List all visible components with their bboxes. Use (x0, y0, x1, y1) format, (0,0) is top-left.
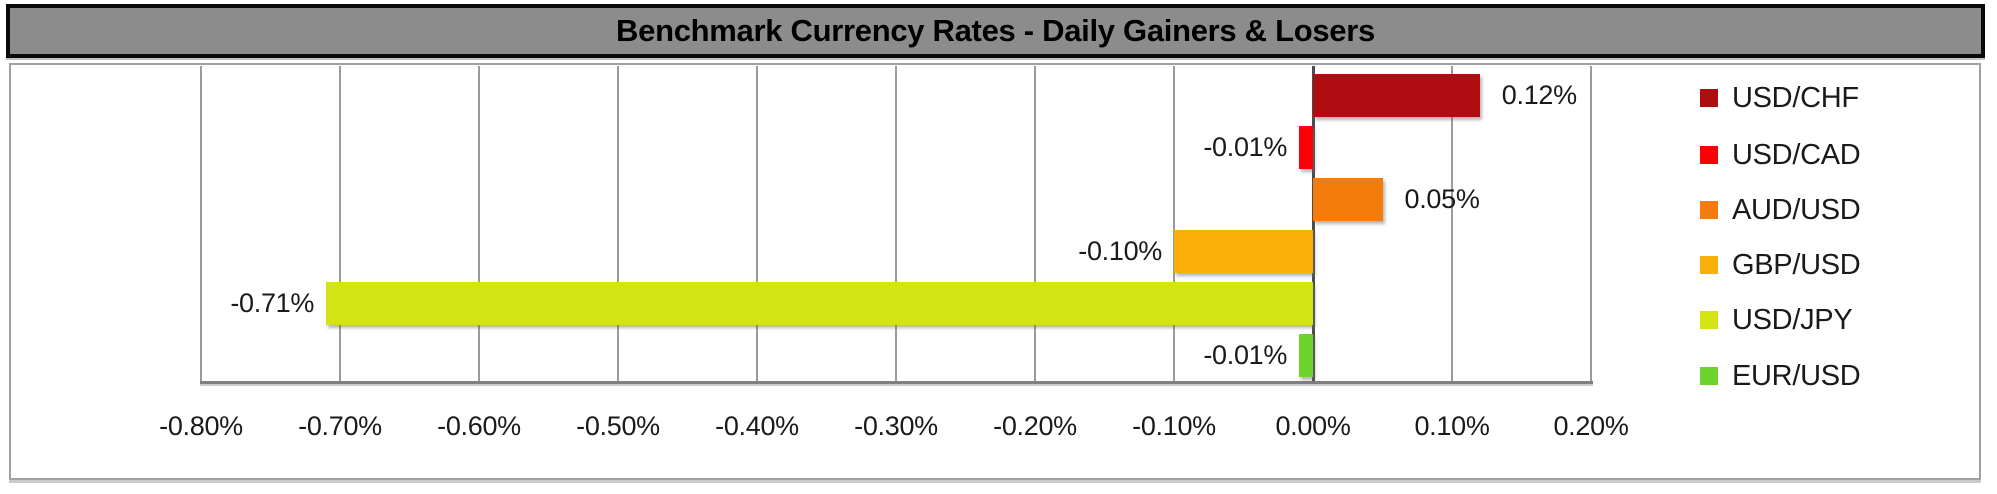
chart-title: Benchmark Currency Rates - Daily Gainers… (616, 13, 1375, 48)
gridline-0-10- (1451, 66, 1453, 381)
legend-label-gbp-usd: GBP/USD (1732, 248, 1861, 281)
x-axis-line (200, 381, 1593, 384)
x-tick-label--0-80-: -0.80% (159, 411, 243, 441)
legend-label-aud-usd: AUD/USD (1732, 193, 1861, 226)
chart-title-banner[interactable]: Benchmark Currency Rates - Daily Gainers… (6, 4, 1985, 58)
legend-item-usd-cad[interactable]: USD/CAD (1700, 138, 1861, 172)
bar-usd-jpy[interactable] (326, 281, 1313, 325)
legend-label-usd-jpy: USD/JPY (1732, 303, 1853, 336)
bar-usd-cad[interactable] (1299, 125, 1313, 169)
legend-item-eur-usd[interactable]: EUR/USD (1700, 359, 1861, 393)
gridline--0-80- (200, 66, 202, 381)
legend-swatch-usd-jpy (1700, 311, 1718, 329)
legend-item-aud-usd[interactable]: AUD/USD (1700, 193, 1861, 227)
legend-label-eur-usd: EUR/USD (1732, 359, 1861, 392)
legend-label-usd-chf: USD/CHF (1732, 81, 1859, 114)
x-tick-label--0-50-: -0.50% (576, 411, 660, 441)
legend-swatch-gbp-usd (1700, 256, 1718, 274)
zero-axis-line (1312, 66, 1315, 381)
gridline--0-60- (478, 66, 480, 381)
legend-item-gbp-usd[interactable]: GBP/USD (1700, 248, 1861, 282)
x-tick-label--0-10-: -0.10% (1132, 411, 1216, 441)
x-tick-label--0-20-: -0.20% (993, 411, 1077, 441)
gridline--0-40- (756, 66, 758, 381)
bar-aud-usd[interactable] (1313, 177, 1383, 221)
gridline-0-20- (1590, 66, 1592, 381)
gridline--0-70- (339, 66, 341, 381)
bar-usd-chf[interactable] (1313, 73, 1480, 117)
bar-gbp-usd[interactable] (1174, 229, 1313, 273)
value-label-usd-jpy: -0.71% (230, 287, 315, 318)
legend-item-usd-chf[interactable]: USD/CHF (1700, 81, 1859, 115)
value-label-eur-usd: -0.01% (1203, 339, 1288, 370)
value-label-usd-cad: -0.01% (1203, 131, 1288, 162)
bar-eur-usd[interactable] (1299, 333, 1313, 377)
x-tick-label-0-10-: 0.10% (1414, 411, 1490, 441)
legend-swatch-aud-usd (1700, 201, 1718, 219)
value-label-aud-usd: 0.05% (1404, 183, 1480, 214)
chart-plot-background (9, 63, 1981, 480)
x-tick-label--0-30-: -0.30% (854, 411, 938, 441)
legend-swatch-usd-chf (1700, 89, 1718, 107)
legend-item-usd-jpy[interactable]: USD/JPY (1700, 303, 1853, 337)
x-tick-label--0-60-: -0.60% (437, 411, 521, 441)
legend-swatch-usd-cad (1700, 146, 1718, 164)
x-tick-label--0-70-: -0.70% (298, 411, 382, 441)
value-label-usd-chf: 0.12% (1501, 79, 1577, 110)
x-tick-label-0-00-: 0.00% (1275, 411, 1351, 441)
x-tick-label--0-40-: -0.40% (715, 411, 799, 441)
legend-label-usd-cad: USD/CAD (1732, 138, 1861, 171)
gridline--0-30- (895, 66, 897, 381)
legend-swatch-eur-usd (1700, 367, 1718, 385)
value-label-gbp-usd: -0.10% (1078, 235, 1162, 266)
gridline--0-50- (617, 66, 619, 381)
gridline--0-10- (1173, 66, 1175, 381)
x-tick-label-0-20-: 0.20% (1553, 411, 1629, 441)
gridline--0-20- (1034, 66, 1036, 381)
